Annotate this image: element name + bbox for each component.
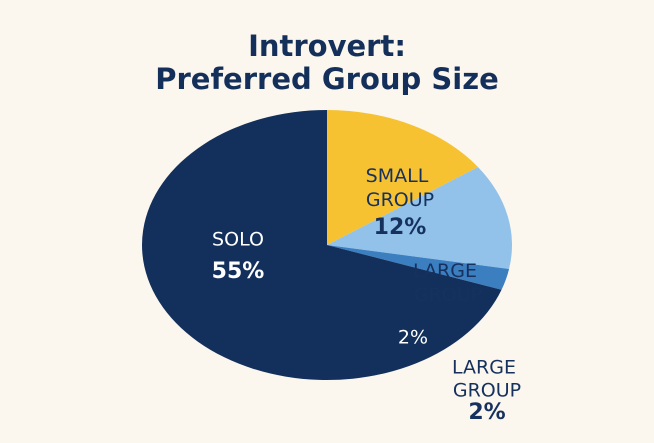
slice-label: LARGE GROUP xyxy=(413,260,483,306)
annotation-value: 2% xyxy=(468,400,505,425)
chart-subtitle: Preferred Group Size xyxy=(155,62,499,96)
slice-label: SOLO xyxy=(212,229,264,251)
value-label: 55% xyxy=(212,259,265,284)
pie-slice xyxy=(327,166,512,270)
pie-slice xyxy=(327,245,510,290)
slice-label: SMALL GROUP xyxy=(366,165,435,211)
value-label: 2% xyxy=(398,327,428,349)
annotation-label: LARGE GROUP xyxy=(452,356,522,401)
pie-slice xyxy=(142,110,502,381)
pie xyxy=(142,110,512,381)
chart-title: Introvert: xyxy=(248,29,406,63)
value-label: 12% xyxy=(374,215,427,240)
pie-slice xyxy=(327,110,478,245)
